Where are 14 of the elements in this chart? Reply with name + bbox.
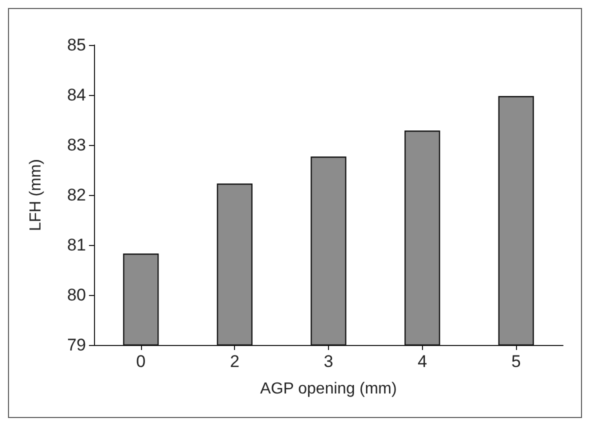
y-tick-label: 80	[67, 286, 86, 304]
y-tick-label: 84	[67, 86, 86, 104]
y-tick-label: 81	[67, 236, 86, 254]
x-tick-label: 2	[230, 352, 240, 371]
y-tick-label: 79	[67, 336, 86, 354]
y-tick-label: 85	[67, 36, 86, 54]
y-tick-label: 82	[67, 186, 86, 204]
x-tick-label: 0	[136, 352, 146, 371]
y-axis-title: LFH (mm)	[28, 159, 44, 231]
x-tick-label: 4	[418, 352, 428, 371]
x-axis-title: AGP opening (mm)	[260, 380, 397, 398]
x-tick-label: 3	[324, 352, 334, 371]
x-tick-label: 5	[511, 352, 521, 371]
y-tick-label: 83	[67, 136, 86, 154]
